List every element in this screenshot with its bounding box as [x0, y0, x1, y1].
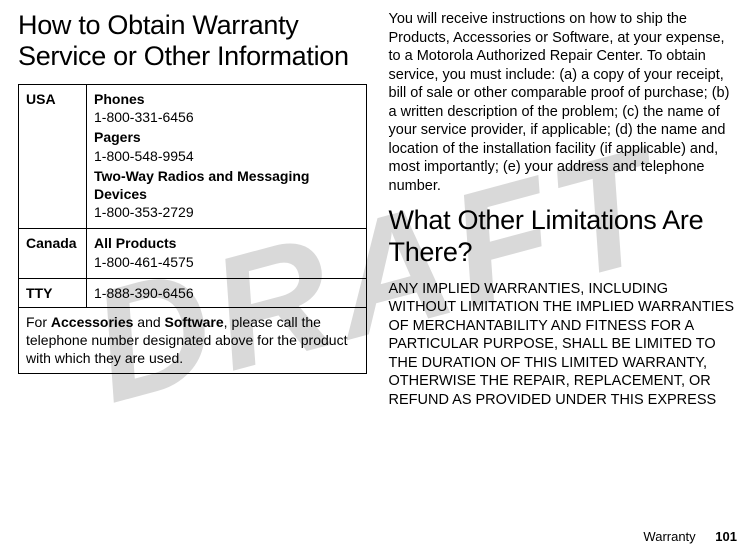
row-footnote: For Accessories and Software, please cal…	[19, 307, 367, 373]
footer-section: Warranty	[643, 529, 695, 544]
cell-canada-label: Canada	[19, 229, 87, 278]
footnote-p1: For	[26, 314, 51, 330]
row-usa: USA Phones 1-800-331-6456 Pagers 1-800-5…	[19, 85, 367, 229]
row-tty: TTY 1-888-390-6456	[19, 278, 367, 307]
footnote-accessories: Accessories	[51, 314, 134, 330]
cell-usa-label: USA	[19, 85, 87, 229]
canada-all-number: 1-800-461-4575	[94, 253, 359, 271]
limitations-paragraph: ANY IMPLIED WARRANTIES, INCLUDING WITHOU…	[389, 280, 738, 410]
cell-canada-content: All Products 1-800-461-4575	[87, 229, 367, 278]
footer-page-number: 101	[715, 529, 737, 544]
usa-pagers-number: 1-800-548-9954	[94, 147, 359, 165]
row-canada: Canada All Products 1-800-461-4575	[19, 229, 367, 278]
usa-twoway-heading: Two-Way Radios and Messaging Devices	[94, 167, 359, 203]
instructions-paragraph: You will receive instructions on how to …	[389, 10, 738, 195]
content-columns: How to Obtain Warranty Service or Other …	[18, 10, 737, 409]
usa-phones-heading: Phones	[94, 90, 359, 108]
right-column: You will receive instructions on how to …	[389, 10, 738, 409]
usa-pagers-heading: Pagers	[94, 128, 359, 146]
usa-phones-number: 1-800-331-6456	[94, 108, 359, 126]
cell-tty-number: 1-888-390-6456	[87, 278, 367, 307]
usa-twoway-number: 1-800-353-2729	[94, 203, 359, 221]
cell-footnote: For Accessories and Software, please cal…	[19, 307, 367, 373]
heading-limitations: What Other Limitations Are There?	[389, 205, 738, 267]
cell-usa-content: Phones 1-800-331-6456 Pagers 1-800-548-9…	[87, 85, 367, 229]
page-footer: Warranty 101	[643, 529, 737, 544]
contact-table: USA Phones 1-800-331-6456 Pagers 1-800-5…	[18, 84, 367, 373]
canada-all-heading: All Products	[94, 234, 359, 252]
footnote-p2: and	[133, 314, 164, 330]
cell-tty-label: TTY	[19, 278, 87, 307]
footnote-software: Software	[165, 314, 224, 330]
left-column: How to Obtain Warranty Service or Other …	[18, 10, 367, 409]
heading-obtain-warranty: How to Obtain Warranty Service or Other …	[18, 10, 367, 72]
